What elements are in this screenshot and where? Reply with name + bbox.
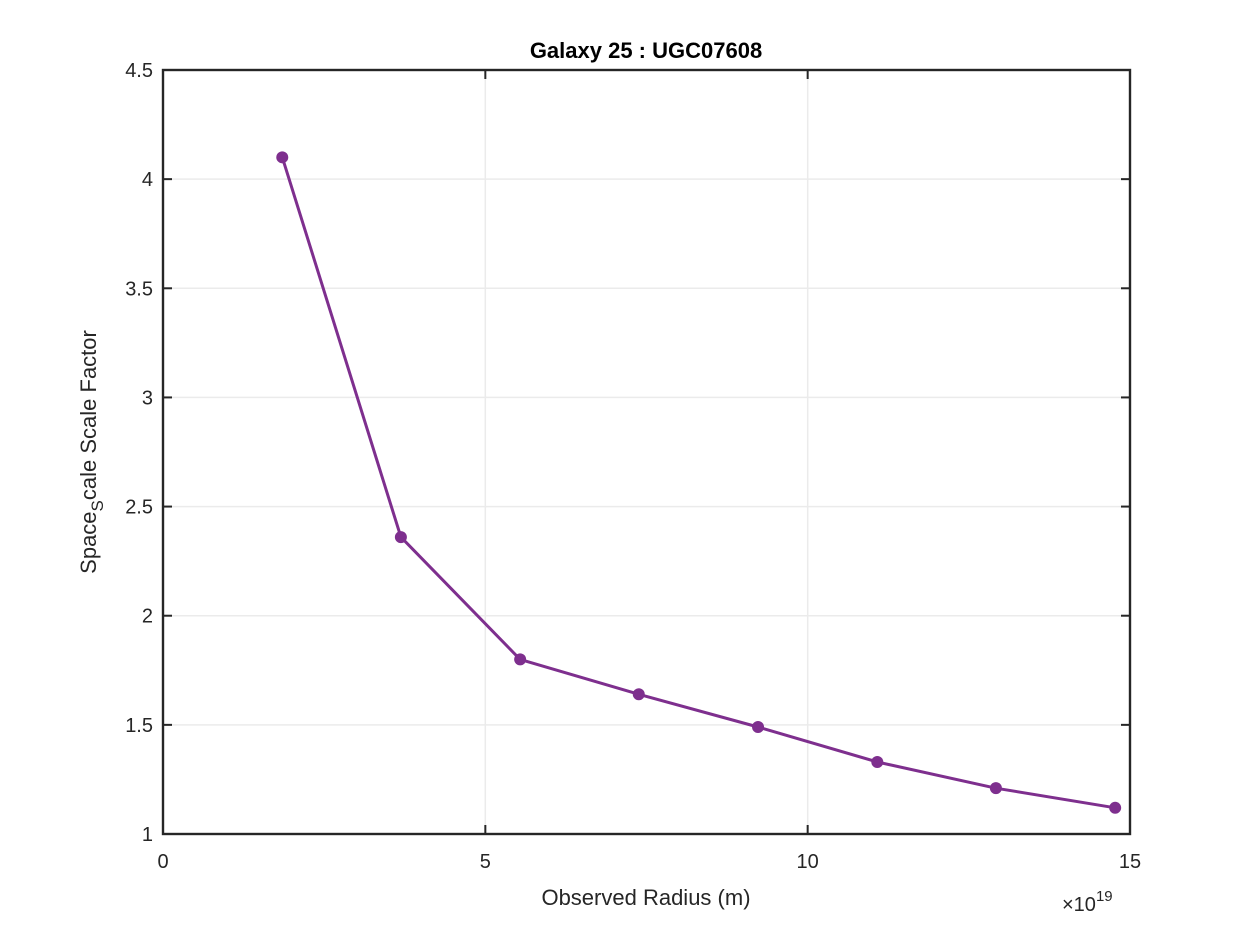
x-axis-exponent: ×1019 (1062, 888, 1113, 916)
series-group (276, 151, 1122, 814)
y-axis-label-part1: Space (76, 511, 101, 573)
x-tick-label: 10 (797, 851, 819, 873)
data-point (871, 755, 884, 768)
y-tick-label: 3 (142, 387, 153, 409)
data-point (632, 688, 645, 701)
x-axis-exponent-power: 19 (1096, 888, 1113, 905)
x-tick-label: 5 (480, 851, 491, 873)
data-point (752, 721, 765, 734)
data-point (989, 782, 1002, 795)
plot-frame (161, 68, 1132, 836)
tick-labels: 0 5 10 15 1 1.5 2 2.5 3 3.5 4 4.5 (125, 60, 1141, 873)
x-tick-label: 15 (1119, 851, 1141, 873)
x-axis-exponent-base: ×10 (1062, 894, 1096, 916)
x-tick-label: 0 (157, 851, 168, 873)
data-point (514, 653, 527, 666)
y-tick-label: 3.5 (125, 278, 153, 300)
y-tick-label: 2 (142, 606, 153, 628)
data-point (394, 531, 407, 544)
ticks (162, 69, 1131, 835)
data-point (276, 151, 289, 164)
y-tick-label: 2.5 (125, 497, 153, 519)
plot-background (163, 70, 1130, 834)
chart-title: Galaxy 25 : UGC07608 (530, 38, 762, 63)
y-tick-label: 1.5 (125, 715, 153, 737)
y-axis-label: SpaceScale Scale Factor (76, 330, 107, 574)
y-tick-label: 1 (142, 824, 153, 846)
data-point (1109, 801, 1122, 814)
x-axis-label: Observed Radius (m) (541, 885, 750, 910)
y-tick-label: 4 (142, 169, 153, 191)
series-line (280, 156, 1116, 810)
y-axis-label-part2: cale Scale Factor (76, 330, 101, 500)
y-axis-label-subscript: S (88, 500, 107, 511)
y-tick-label: 4.5 (125, 60, 153, 82)
